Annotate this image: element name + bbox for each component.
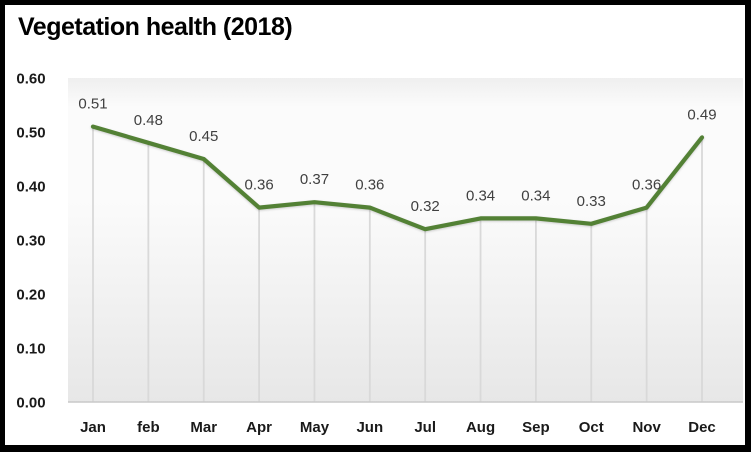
y-axis-labels: 0.60 0.50 0.40 0.30 0.20 0.10 0.00 <box>16 70 45 411</box>
data-label: 0.36 <box>355 177 384 194</box>
x-axis-label: feb <box>137 419 160 436</box>
data-label: 0.45 <box>189 128 218 145</box>
y-axis-tick-label: 0.50 <box>16 124 45 141</box>
data-label: 0.36 <box>244 177 273 194</box>
y-axis-tick-label: 0.60 <box>16 70 45 87</box>
x-axis-label: May <box>300 419 330 436</box>
x-axis-labels: Jan feb Mar Apr May Jun Jul Aug Sep Oct Nov Dec <box>80 419 716 436</box>
drop-lines <box>92 126 703 402</box>
y-axis-tick-label: 0.00 <box>16 394 45 411</box>
y-axis-tick-label: 0.20 <box>16 286 45 303</box>
y-axis-tick-label: 0.30 <box>16 232 45 249</box>
x-axis-label: Nov <box>632 419 661 436</box>
y-axis-tick-label: 0.40 <box>16 178 45 195</box>
data-label: 0.36 <box>632 177 661 194</box>
x-axis-label: Jul <box>414 419 436 436</box>
x-axis-label: Aug <box>466 419 495 436</box>
data-label: 0.34 <box>466 187 495 204</box>
x-axis-label: Mar <box>190 419 217 436</box>
x-axis-label: Jan <box>80 419 106 436</box>
x-axis-label: Sep <box>522 419 550 436</box>
y-axis-tick-label: 0.10 <box>16 340 45 357</box>
chart-title: Vegetation health (2018) <box>18 13 293 41</box>
series-line <box>90 124 705 232</box>
data-labels: 0.51 0.48 0.45 0.36 0.37 0.36 0.32 0.34 0.34 0.33… <box>78 96 716 216</box>
vegetation-health-line-chart: 0.60 0.50 0.40 0.30 0.20 0.10 0.00 Jan feb Mar Apr… <box>16 70 743 436</box>
data-label: 0.37 <box>300 171 329 188</box>
data-label: 0.34 <box>521 187 550 204</box>
plot-area <box>68 78 743 402</box>
x-axis-label: Dec <box>688 419 716 436</box>
data-label: 0.33 <box>577 193 606 210</box>
data-label: 0.51 <box>78 96 107 113</box>
data-label: 0.49 <box>687 106 716 123</box>
x-axis-label: Apr <box>246 419 272 436</box>
data-label: 0.48 <box>134 112 163 129</box>
x-axis-label: Jun <box>356 419 383 436</box>
data-label: 0.32 <box>411 198 440 215</box>
x-axis-label: Oct <box>579 419 604 436</box>
